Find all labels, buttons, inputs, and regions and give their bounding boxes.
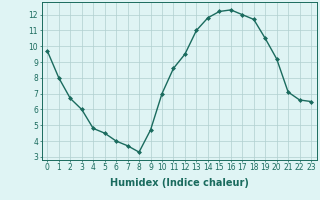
X-axis label: Humidex (Indice chaleur): Humidex (Indice chaleur) bbox=[110, 178, 249, 188]
